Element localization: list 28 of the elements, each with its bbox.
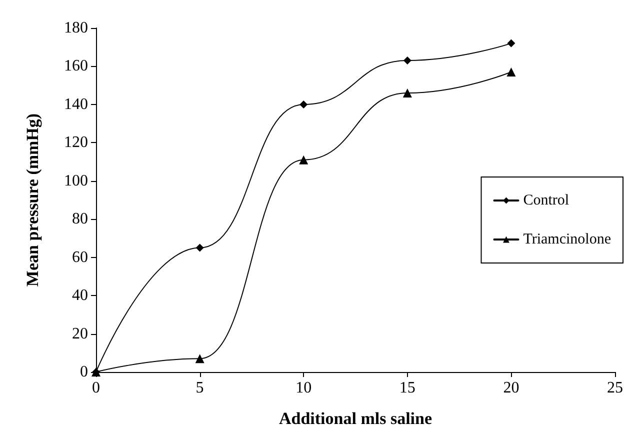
y-tick-label: 20: [72, 325, 88, 342]
y-tick-label: 60: [72, 248, 88, 266]
point: [196, 244, 204, 252]
y-tick-label: 120: [64, 134, 88, 152]
x-tick-label: 15: [399, 380, 416, 396]
point: [195, 354, 204, 364]
point: [403, 56, 412, 64]
x-tick-label: 20: [503, 380, 520, 396]
y-tick-label: 80: [72, 210, 88, 228]
point: [299, 155, 308, 164]
point: [506, 67, 516, 76]
x-axis-title: Additional mls saline: [278, 409, 432, 428]
point: [300, 100, 308, 108]
legend-label: Control: [523, 192, 570, 208]
x-tick-label: 0: [92, 380, 100, 396]
x-tick-label: 25: [607, 380, 623, 396]
x-tick-label: 5: [196, 380, 204, 396]
point: [507, 39, 516, 48]
y-tick-label: 40: [72, 287, 88, 304]
x-tick-label: 10: [296, 380, 312, 396]
y-tick-label: 100: [64, 172, 88, 190]
y-axis-title: Mean pressure (mmHg): [23, 113, 42, 287]
legend-label: Triamcinolone: [523, 232, 612, 248]
point: [402, 88, 412, 98]
y-tick-label: 180: [64, 20, 88, 36]
y-tick-label: 0: [80, 364, 88, 380]
y-tick-label: 140: [64, 96, 88, 113]
y-tick-label: 160: [64, 58, 88, 75]
